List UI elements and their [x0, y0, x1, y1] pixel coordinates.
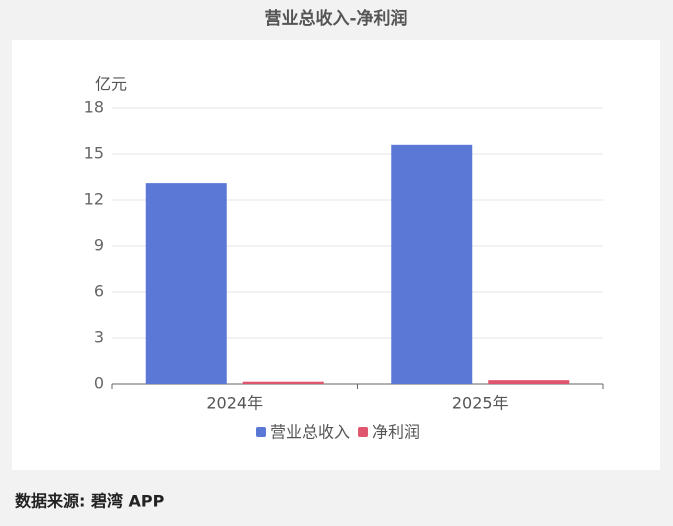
- y-tick-label: 12: [84, 190, 104, 209]
- legend-label: 净利润: [372, 423, 420, 442]
- y-tick-label: 0: [94, 374, 104, 393]
- legend-swatch: [358, 427, 369, 437]
- bar: [242, 381, 324, 384]
- y-tick-label: 15: [84, 144, 104, 163]
- y-axis-unit: 亿元: [95, 75, 127, 94]
- y-tick-label: 3: [94, 328, 104, 347]
- bar: [488, 380, 570, 384]
- y-tick-label: 6: [94, 282, 104, 301]
- bar: [145, 183, 227, 384]
- chart-card: [12, 40, 660, 470]
- source-note: 数据来源: 碧湾 APP: [15, 492, 165, 511]
- y-tick-label: 18: [84, 98, 104, 117]
- chart-title: 营业总收入-净利润: [264, 8, 407, 29]
- legend-swatch: [256, 427, 266, 437]
- x-tick-label: 2024年: [206, 394, 263, 413]
- legend-label: 营业总收入: [270, 423, 350, 442]
- x-tick-label: 2025年: [452, 394, 509, 413]
- bar: [391, 144, 473, 384]
- y-tick-label: 9: [94, 236, 104, 255]
